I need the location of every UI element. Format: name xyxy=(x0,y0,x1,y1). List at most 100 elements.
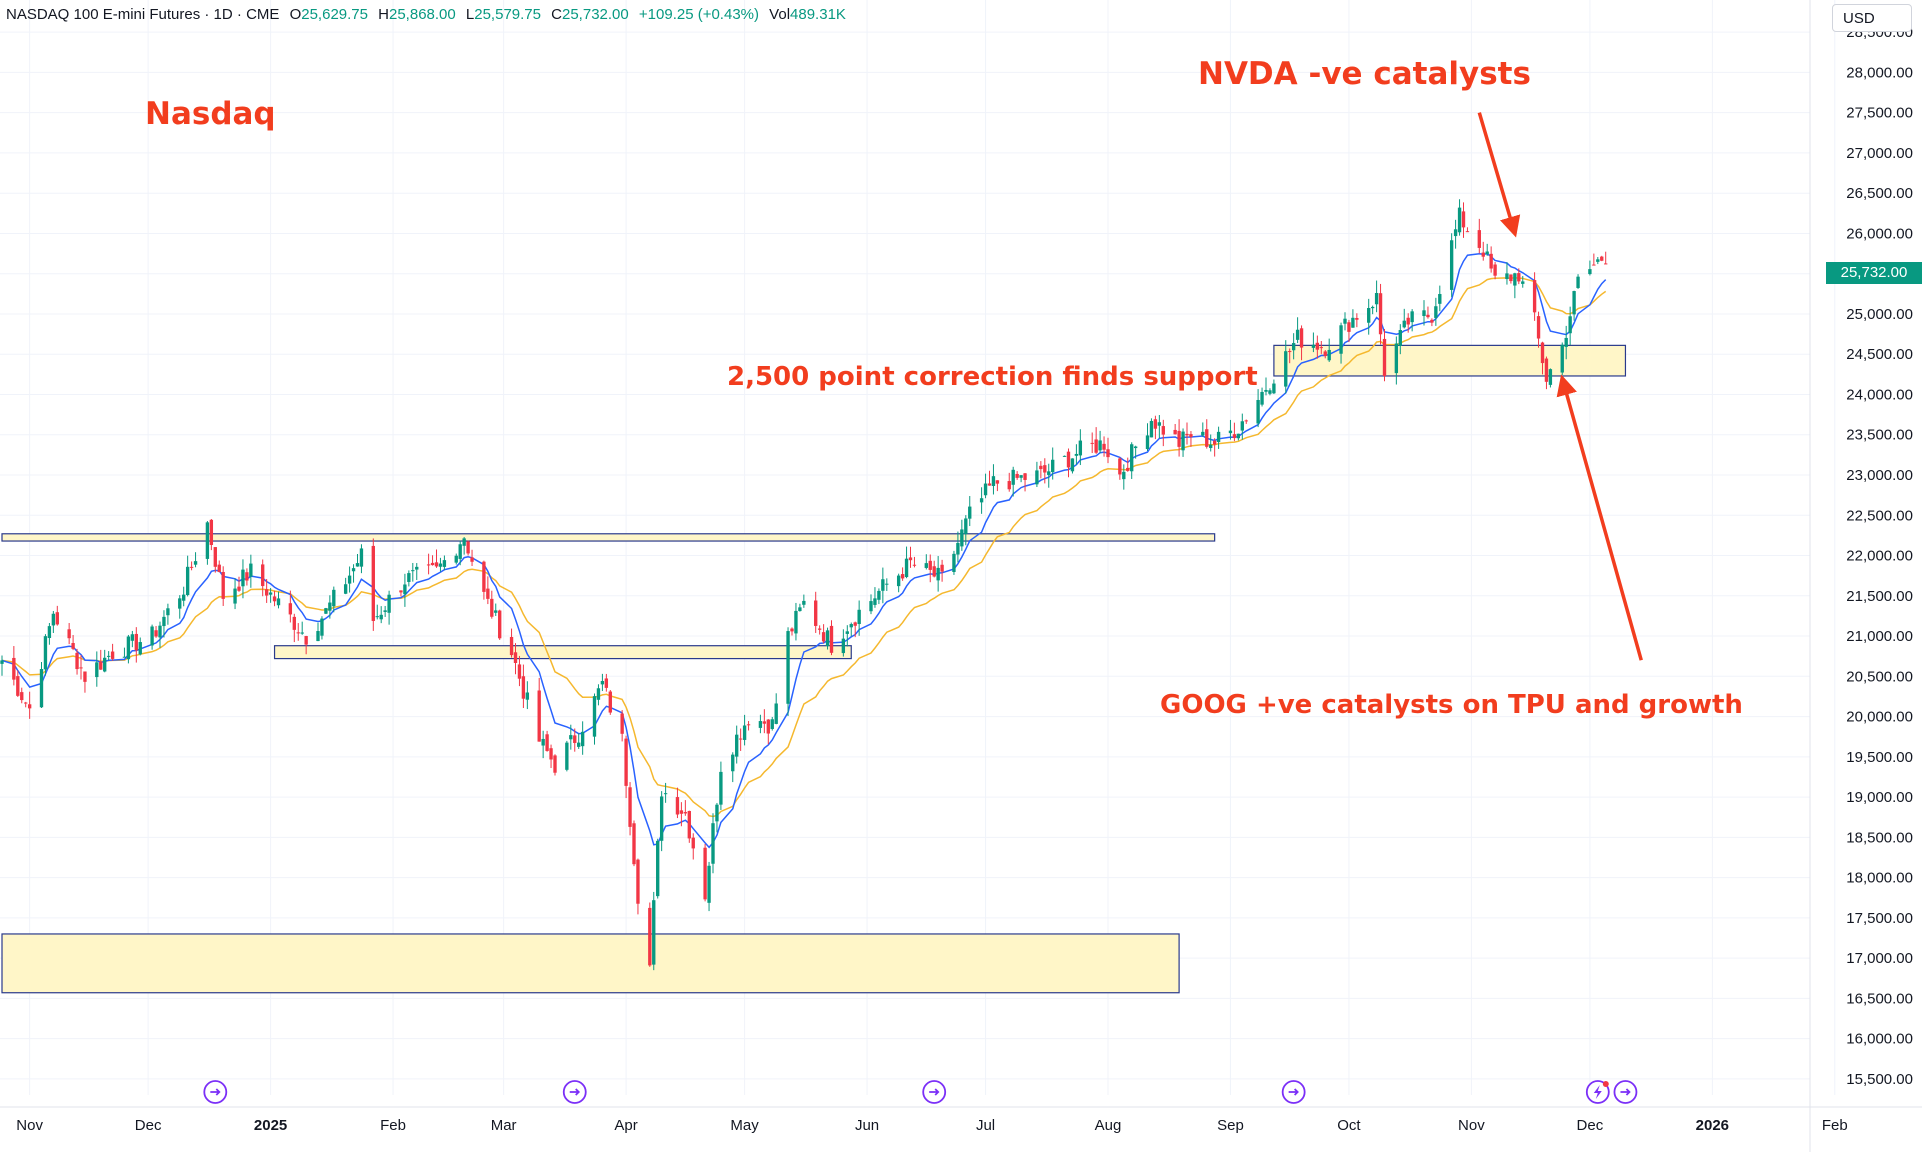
candle xyxy=(1343,312,1347,331)
candle-body xyxy=(1517,273,1521,282)
candle xyxy=(300,621,304,635)
event-icon[interactable] xyxy=(1613,1080,1638,1104)
price-tick-label: 22,000.00 xyxy=(1846,548,1913,565)
event-icon[interactable] xyxy=(922,1080,947,1104)
candle xyxy=(1161,419,1165,447)
candle-body xyxy=(43,636,48,670)
candle-body xyxy=(1133,446,1138,449)
candle xyxy=(1465,227,1470,233)
candle xyxy=(940,559,944,582)
candle xyxy=(541,730,545,759)
arrow-glyph xyxy=(1288,1088,1299,1096)
candle-body xyxy=(1564,337,1568,347)
high-value: 25,868.00 xyxy=(389,6,456,23)
currency-selector[interactable]: USD xyxy=(1832,4,1912,32)
candle-body xyxy=(912,564,917,566)
event-icon[interactable] xyxy=(203,1080,228,1104)
candle-body xyxy=(166,608,170,616)
candle xyxy=(110,643,115,661)
candle-body xyxy=(825,630,830,647)
candle-body xyxy=(517,664,522,679)
candle-body xyxy=(1560,344,1564,373)
candle xyxy=(1090,432,1094,454)
candle xyxy=(1035,461,1039,488)
candle xyxy=(1604,251,1608,265)
candle-body xyxy=(1015,473,1019,478)
candle-body xyxy=(964,518,968,535)
candle xyxy=(537,677,541,742)
candle xyxy=(375,604,379,620)
candle xyxy=(659,791,664,852)
candle xyxy=(272,590,277,607)
candle-body xyxy=(817,628,822,630)
price-tick-label: 28,000.00 xyxy=(1846,64,1913,81)
candle xyxy=(1130,442,1134,479)
candle xyxy=(1177,419,1181,457)
candle xyxy=(691,833,695,860)
candle xyxy=(185,555,190,597)
arrow-glyph xyxy=(929,1088,940,1096)
candle-body xyxy=(979,498,984,503)
candle-body xyxy=(853,622,857,626)
candle xyxy=(379,606,383,624)
candle xyxy=(316,622,320,642)
candle xyxy=(841,629,846,657)
candle xyxy=(466,540,470,556)
candle-body xyxy=(936,567,940,581)
candle-body xyxy=(774,703,778,724)
candle-body xyxy=(1394,343,1399,374)
candle-body xyxy=(845,631,849,634)
time-tick-label: Dec xyxy=(135,1117,162,1134)
candle xyxy=(956,531,960,563)
candle xyxy=(829,620,834,656)
candle-body xyxy=(1149,420,1154,438)
chart-annotation-title: Nasdaq xyxy=(145,96,276,132)
event-icon[interactable] xyxy=(1281,1080,1306,1104)
candle-body xyxy=(1532,280,1537,313)
candle xyxy=(324,607,328,615)
candle xyxy=(707,861,711,912)
candle xyxy=(1394,336,1399,385)
event-markers xyxy=(203,1080,1638,1104)
candle-body xyxy=(956,542,960,555)
candle xyxy=(1489,246,1493,273)
candle xyxy=(742,714,747,746)
price-tick-label: 20,000.00 xyxy=(1846,709,1913,726)
candle xyxy=(758,714,763,734)
moving-averages xyxy=(1,252,1607,849)
candle-body xyxy=(762,721,767,724)
candle xyxy=(1485,243,1489,256)
candle-body xyxy=(466,541,470,554)
candle xyxy=(122,647,127,658)
candle xyxy=(221,566,225,606)
candle xyxy=(1600,255,1604,262)
candle-body xyxy=(1449,240,1454,290)
arrow-glyph xyxy=(210,1088,221,1096)
goog-arrow xyxy=(1556,374,1643,661)
event-icon-flash[interactable] xyxy=(1585,1080,1610,1104)
symbol-title[interactable]: NASDAQ 100 E-mini Futures · 1D · CME xyxy=(6,6,280,23)
price-tick-label: 20,500.00 xyxy=(1846,668,1913,685)
candle-body xyxy=(1078,440,1083,456)
event-icon[interactable] xyxy=(562,1080,587,1104)
candle-body xyxy=(738,738,743,740)
correction-annotation: 2,500 point correction finds support xyxy=(727,362,1258,392)
candle xyxy=(51,610,56,634)
candle-body xyxy=(316,631,320,642)
candle-body xyxy=(1426,314,1430,318)
candle-body xyxy=(320,618,324,636)
candle-body xyxy=(24,702,28,704)
candle-body xyxy=(71,643,75,649)
candle xyxy=(403,573,407,607)
candle-body xyxy=(904,558,909,578)
price-tick-label: 19,500.00 xyxy=(1846,749,1913,766)
close-label: C xyxy=(551,6,562,23)
candle-body xyxy=(383,610,387,612)
candle xyxy=(1355,313,1359,328)
candle xyxy=(912,556,917,568)
price-axis: 15,500.00 16,000.00 16,500.00 17,000.00 17,5… xyxy=(1809,0,1913,1152)
candle-body xyxy=(1406,317,1410,325)
candle-body xyxy=(268,592,273,595)
candle-body xyxy=(652,900,656,965)
